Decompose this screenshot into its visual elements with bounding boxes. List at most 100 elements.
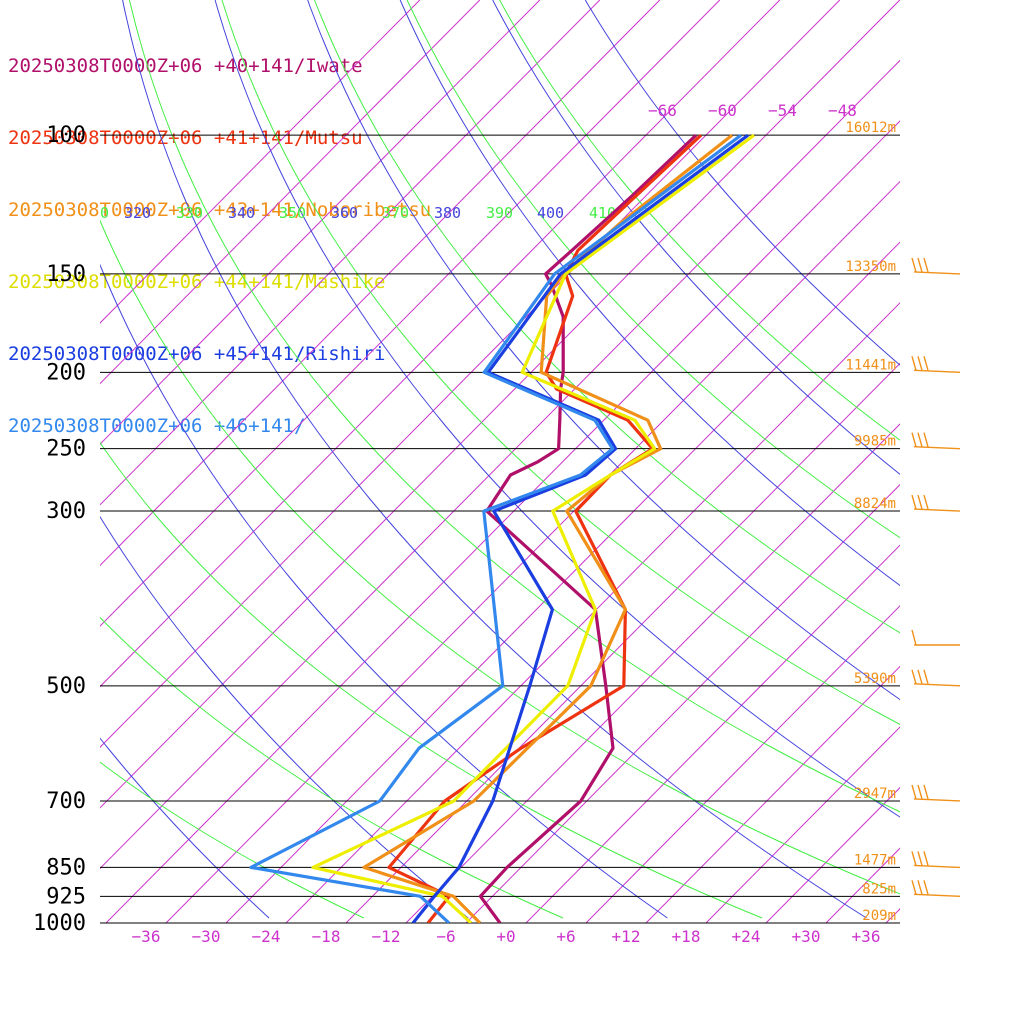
wind-barb (911, 432, 961, 450)
background-lines (100, 0, 900, 923)
isotherm-line (100, 0, 421, 324)
pressure-label: 150 (46, 262, 86, 287)
isotherm-line (525, 544, 900, 923)
pressure-label: 500 (46, 674, 86, 699)
wind-barb (911, 784, 961, 802)
theta-label: 380 (434, 204, 461, 222)
isotherm-line (765, 786, 900, 923)
legend-entry-rishiri: 20250308T0000Z+06 +45+141/Rishiri (8, 343, 386, 365)
isotherm-line (885, 908, 900, 923)
theta-label: 330 (176, 204, 203, 222)
moist-adiabat-line (499, 0, 900, 441)
dry-adiabat-line (122, 0, 867, 919)
height-label: 2947m (854, 786, 896, 802)
dry-adiabat-line (584, 0, 900, 366)
x-tick-label: −24 (252, 927, 281, 946)
moist-adiabat-line (100, 219, 900, 895)
x-tick-label: +18 (672, 927, 701, 946)
isotherm-label: −66 (648, 101, 677, 120)
pressure-label: 925 (46, 884, 86, 909)
isotherm-line (225, 241, 900, 923)
isotherm-line (100, 0, 781, 688)
legend-entry-mutsu: 20250308T0000Z+06 +41+141/Mutsu (8, 127, 363, 149)
isotherm-line (165, 180, 900, 923)
x-tick-label: −30 (192, 927, 221, 946)
isotherm-label: −54 (768, 101, 797, 120)
moist-adiabat-line (128, 0, 900, 813)
legend-entry-noboribetsu: 20250308T0000Z+06 +43+141/Noboribetsu (8, 199, 432, 221)
theta-label: 360 (331, 204, 358, 222)
moist-adiabat-line (100, 441, 763, 919)
wind-barb (911, 851, 961, 869)
moist-adiabat-line (314, 0, 900, 634)
isotherm-line (105, 120, 900, 923)
isotherm-line (100, 0, 721, 627)
pressure-label: 100 (46, 123, 86, 148)
height-label: 8824m (854, 496, 896, 512)
x-tick-label: +6 (556, 927, 575, 946)
wind-barb (911, 880, 961, 898)
pressure-label: 200 (46, 360, 86, 385)
x-tick-label: −18 (312, 927, 341, 946)
x-tick-label: +0 (496, 927, 515, 946)
height-label: 9985m (854, 434, 896, 450)
x-tick-label: −12 (372, 927, 401, 946)
isotherm-line (465, 483, 900, 923)
x-tick-label: +36 (852, 927, 881, 946)
x-tick-label: −36 (132, 927, 161, 946)
pressure-label: 700 (46, 789, 86, 814)
legend-entry-mashike: 20250308T0000Z+06 +44+141/Mashike (8, 271, 386, 293)
isotherm-line (285, 302, 900, 923)
wind-barb (911, 629, 960, 646)
isotherm-line (100, 0, 900, 809)
isotherm-line (100, 0, 661, 567)
theta-label: 400 (537, 204, 564, 222)
height-label: 1477m (854, 852, 896, 868)
x-tick-label: −6 (436, 927, 455, 946)
moist-adiabat-line (100, 761, 365, 919)
isotherm-line (100, 0, 541, 445)
isotherm-line (100, 59, 900, 870)
dry-adiabat-line (100, 263, 668, 919)
dry-adiabat-line (100, 737, 270, 919)
height-label: 825m (862, 881, 896, 897)
isotherm-line (345, 362, 900, 923)
theta-label: 340 (228, 204, 255, 222)
wind-barb (911, 494, 961, 512)
wind-barb (911, 356, 961, 374)
dry-adiabat-line (492, 0, 900, 475)
theta-label: 370 (382, 204, 409, 222)
isotherm-label: −60 (708, 101, 737, 120)
temperature-profile-line (311, 133, 755, 923)
x-tick-label: +24 (732, 927, 761, 946)
legend-entry-46-141: 20250308T0000Z+06 +46+141/ (8, 415, 306, 437)
x-tick-label: +30 (792, 927, 821, 946)
wind-barb (911, 669, 961, 687)
dry-adiabat-line (214, 0, 900, 818)
pressure-label: 1000 (33, 911, 86, 936)
isotherm-line (100, 0, 481, 385)
height-label: 13350m (845, 259, 896, 275)
isotherm-line (405, 423, 900, 923)
dry-adiabat-line (307, 0, 900, 701)
dry-adiabat-line (399, 0, 900, 587)
theta-label: 390 (486, 204, 513, 222)
moist-adiabat-line (100, 616, 564, 919)
height-label: 5390m (854, 671, 896, 687)
pressure-label: 300 (46, 499, 86, 524)
pressure-label: 850 (46, 855, 86, 880)
sounding-lines (249, 133, 755, 923)
temperature-profile-line (249, 133, 742, 923)
chart-legend: 20250308T0000Z+06 +40+141/Iwate 20250308… (8, 6, 431, 486)
moist-adiabat-line (406, 0, 900, 539)
isotherm-line (705, 726, 900, 923)
height-label: 11441m (845, 357, 896, 373)
theta-label: 350 (279, 204, 306, 222)
isotherm-line (100, 0, 601, 506)
legend-entry-iwate: 20250308T0000Z+06 +40+141/Iwate (8, 55, 363, 77)
theta-label: 0 (100, 204, 109, 222)
isotherm-line (645, 665, 900, 923)
height-label: 16012m (845, 120, 896, 136)
